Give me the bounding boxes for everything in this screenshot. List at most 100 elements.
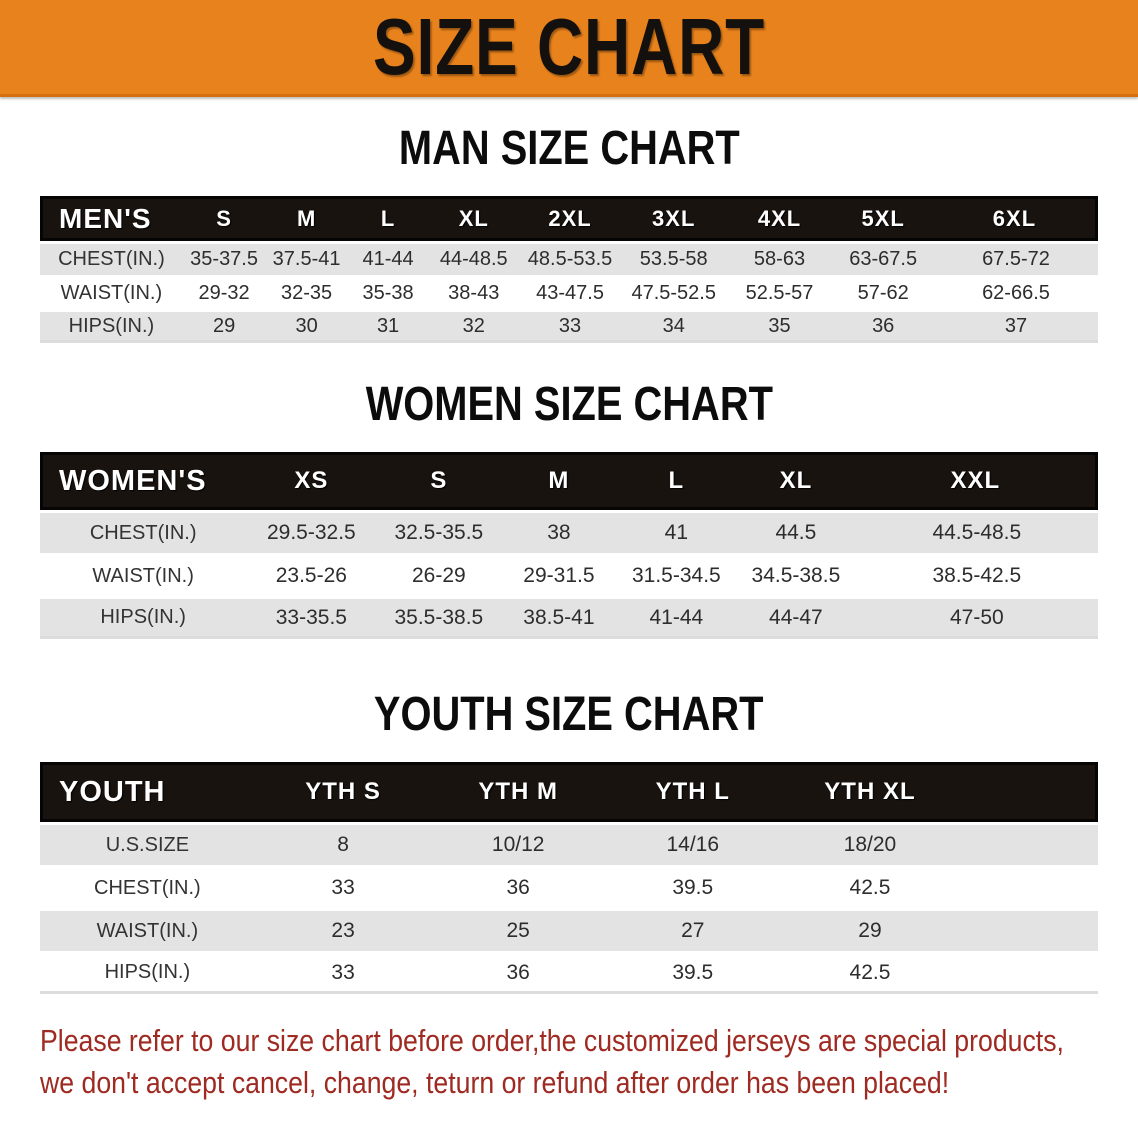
youth-section-heading: YOUTH SIZE CHART bbox=[0, 687, 1138, 742]
size-cell: 35-38 bbox=[347, 275, 429, 309]
size-cell: 39.5 bbox=[604, 865, 781, 908]
column-header: XL bbox=[736, 452, 856, 510]
size-cell: 32-35 bbox=[265, 275, 348, 309]
column-header: XS bbox=[246, 452, 377, 510]
size-cell: 52.5-57 bbox=[726, 275, 833, 309]
youth-header-row: YOUTH YTH S YTH M YTH L YTH XL bbox=[40, 762, 1098, 822]
row-label: HIPS(IN.) bbox=[40, 596, 247, 639]
size-cell: 33 bbox=[254, 865, 432, 908]
column-header: L bbox=[347, 196, 429, 241]
column-header: XL bbox=[428, 196, 520, 241]
table-row: HIPS(IN.) 33-35.5 35.5-38.5 38.5-41 41-4… bbox=[40, 596, 1098, 639]
row-label: CHEST(IN.) bbox=[40, 241, 183, 275]
women-header-row: WOMEN'S XS S M L XL XXL bbox=[40, 452, 1098, 510]
size-cell: 29 bbox=[780, 908, 960, 951]
size-cell: 38.5-42.5 bbox=[855, 553, 1098, 596]
size-cell: 41-44 bbox=[347, 241, 429, 275]
row-label: HIPS(IN.) bbox=[40, 951, 255, 994]
youth-section: YOUTH SIZE CHART YOUTH YTH S YTH M YTH L… bbox=[0, 687, 1138, 994]
size-cell: 10/12 bbox=[431, 822, 605, 865]
size-cell: 34.5-38.5 bbox=[736, 553, 856, 596]
men-section: MAN SIZE CHART MEN'S S M L XL 2XL 3XL 4X… bbox=[0, 121, 1138, 343]
size-cell: 38 bbox=[501, 510, 617, 553]
column-header: YTH M bbox=[431, 762, 605, 822]
row-label: WAIST(IN.) bbox=[40, 908, 255, 951]
size-cell: 58-63 bbox=[726, 241, 833, 275]
column-header: YTH XL bbox=[780, 762, 960, 822]
size-cell: 35 bbox=[726, 309, 833, 343]
youth-size-table: YOUTH YTH S YTH M YTH L YTH XL U.S.SIZE … bbox=[40, 762, 1098, 994]
column-header: YTH S bbox=[254, 762, 432, 822]
size-cell: 32.5-35.5 bbox=[376, 510, 502, 553]
size-cell: 34 bbox=[620, 309, 727, 343]
size-cell: 57-62 bbox=[832, 275, 934, 309]
women-section: WOMEN SIZE CHART WOMEN'S XS S M L XL XXL bbox=[0, 377, 1138, 639]
table-row: U.S.SIZE 8 10/12 14/16 18/20 bbox=[40, 822, 1098, 865]
size-cell: 53.5-58 bbox=[620, 241, 727, 275]
banner: SIZE CHART bbox=[0, 0, 1138, 97]
size-cell: 29-32 bbox=[182, 275, 266, 309]
filler-cell bbox=[959, 822, 1098, 865]
size-cell: 42.5 bbox=[780, 865, 960, 908]
men-section-heading: MAN SIZE CHART bbox=[0, 121, 1138, 176]
size-cell: 43-47.5 bbox=[519, 275, 621, 309]
size-cell: 32 bbox=[428, 309, 520, 343]
men-header-row: MEN'S S M L XL 2XL 3XL 4XL 5XL 6XL bbox=[40, 196, 1098, 241]
row-label: CHEST(IN.) bbox=[40, 865, 255, 908]
size-cell: 37 bbox=[933, 309, 1098, 343]
youth-section-heading-text: YOUTH SIZE CHART bbox=[374, 688, 764, 741]
size-cell: 44.5 bbox=[736, 510, 856, 553]
size-cell: 31 bbox=[347, 309, 429, 343]
column-header: 3XL bbox=[620, 196, 727, 241]
size-cell: 44.5-48.5 bbox=[855, 510, 1098, 553]
size-cell: 41 bbox=[616, 510, 737, 553]
size-cell: 67.5-72 bbox=[933, 241, 1098, 275]
size-cell: 26-29 bbox=[376, 553, 502, 596]
column-header: 6XL bbox=[933, 196, 1098, 241]
size-cell: 48.5-53.5 bbox=[519, 241, 621, 275]
row-label: HIPS(IN.) bbox=[40, 309, 183, 343]
size-cell: 29 bbox=[182, 309, 266, 343]
size-cell: 33 bbox=[254, 951, 432, 994]
banner-title: SIZE CHART bbox=[373, 2, 765, 91]
women-section-heading-text: WOMEN SIZE CHART bbox=[365, 378, 773, 431]
header-filler bbox=[959, 762, 1098, 822]
column-header: M bbox=[265, 196, 348, 241]
men-section-heading-text: MAN SIZE CHART bbox=[398, 122, 740, 175]
women-size-table: WOMEN'S XS S M L XL XXL CHEST(IN.) 29.5-… bbox=[40, 452, 1098, 639]
size-cell: 42.5 bbox=[780, 951, 960, 994]
column-header: 2XL bbox=[519, 196, 621, 241]
row-label: U.S.SIZE bbox=[40, 822, 255, 865]
disclaimer-note: Please refer to our size chart before or… bbox=[40, 1020, 1138, 1104]
size-cell: 8 bbox=[254, 822, 432, 865]
size-cell: 47.5-52.5 bbox=[620, 275, 727, 309]
table-row: HIPS(IN.) 29 30 31 32 33 34 35 36 37 bbox=[40, 309, 1098, 343]
column-header: M bbox=[501, 452, 617, 510]
size-cell: 36 bbox=[431, 951, 605, 994]
size-cell: 36 bbox=[832, 309, 934, 343]
size-cell: 23 bbox=[254, 908, 432, 951]
women-table-label: WOMEN'S bbox=[40, 452, 247, 510]
size-cell: 29.5-32.5 bbox=[246, 510, 377, 553]
size-cell: 30 bbox=[265, 309, 348, 343]
men-size-table: MEN'S S M L XL 2XL 3XL 4XL 5XL 6XL CHEST… bbox=[40, 196, 1098, 343]
size-cell: 62-66.5 bbox=[933, 275, 1098, 309]
size-cell: 27 bbox=[604, 908, 781, 951]
size-cell: 36 bbox=[431, 865, 605, 908]
size-cell: 23.5-26 bbox=[246, 553, 377, 596]
men-table-label: MEN'S bbox=[40, 196, 183, 241]
size-cell: 25 bbox=[431, 908, 605, 951]
women-section-heading: WOMEN SIZE CHART bbox=[0, 377, 1138, 432]
youth-table-label: YOUTH bbox=[40, 762, 255, 822]
table-row: CHEST(IN.) 35-37.5 37.5-41 41-44 44-48.5… bbox=[40, 241, 1098, 275]
disclaimer-line-2: we don't accept cancel, change, teturn o… bbox=[40, 1065, 950, 1100]
size-cell: 47-50 bbox=[855, 596, 1098, 639]
size-cell: 29-31.5 bbox=[501, 553, 617, 596]
column-header: 4XL bbox=[726, 196, 833, 241]
disclaimer-line-1: Please refer to our size chart before or… bbox=[40, 1023, 1064, 1058]
table-row: WAIST(IN.) 29-32 32-35 35-38 38-43 43-47… bbox=[40, 275, 1098, 309]
table-row: WAIST(IN.) 23.5-26 26-29 29-31.5 31.5-34… bbox=[40, 553, 1098, 596]
size-cell: 41-44 bbox=[616, 596, 737, 639]
size-cell: 44-47 bbox=[736, 596, 856, 639]
